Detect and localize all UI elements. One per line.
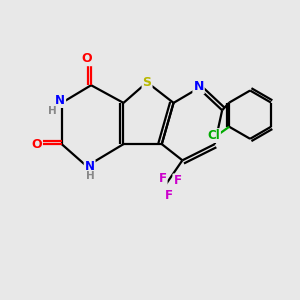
Text: S: S xyxy=(142,76,152,89)
Text: F: F xyxy=(159,172,167,185)
Text: N: N xyxy=(85,160,94,173)
Text: H: H xyxy=(86,172,94,182)
Text: O: O xyxy=(81,52,92,65)
Text: F: F xyxy=(165,188,172,202)
Text: N: N xyxy=(55,94,65,107)
Text: H: H xyxy=(49,106,57,116)
Text: F: F xyxy=(173,174,181,188)
Text: Cl: Cl xyxy=(207,129,220,142)
Text: O: O xyxy=(31,138,42,151)
Text: N: N xyxy=(194,80,204,93)
